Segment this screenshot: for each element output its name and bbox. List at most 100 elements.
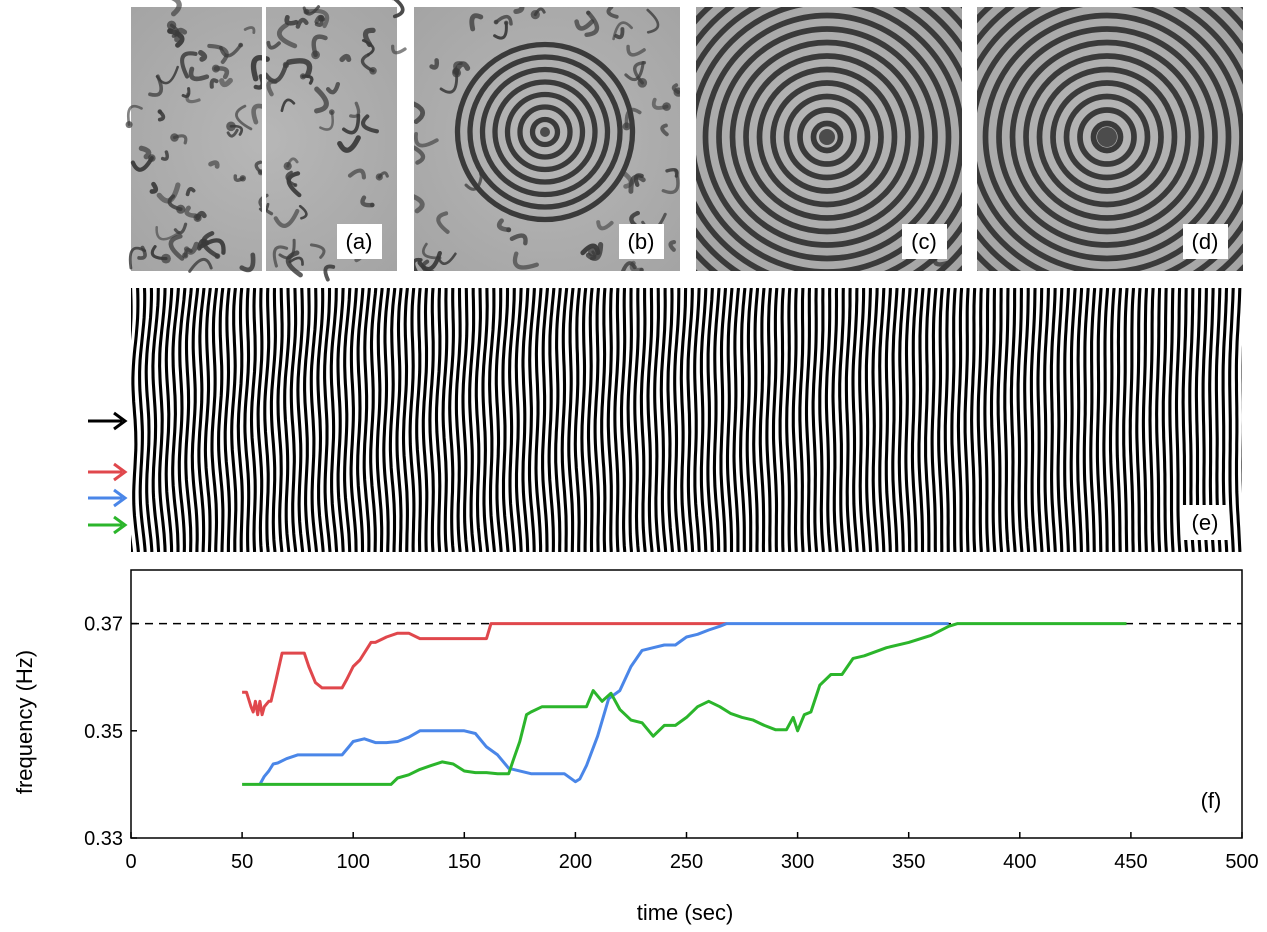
pattern-squiggle: [171, 0, 182, 17]
pattern-squiggle: [156, 182, 181, 204]
x-tick-label: 150: [448, 851, 481, 873]
spacetime-stripe: [283, 288, 291, 552]
target-ring: [810, 120, 844, 154]
spacetime-stripe: [263, 288, 271, 552]
spacetime-stripe: [1250, 288, 1254, 552]
spacetime-stripe: [1036, 288, 1044, 552]
spacetime-stripe: [937, 288, 944, 552]
pattern-squiggle: [304, 8, 330, 29]
spacetime-stripe: [508, 288, 517, 552]
spacetime-stripe: [514, 288, 523, 552]
pattern-spot: [226, 121, 236, 132]
spacetime-stripe: [296, 288, 305, 552]
spacetime-stripe: [943, 288, 951, 552]
pattern-squiggle: [180, 51, 198, 79]
spacetime-stripe: [177, 288, 187, 552]
pattern-squiggle: [219, 77, 233, 88]
spacetime-stripe: [699, 288, 708, 552]
spacetime-stripe: [468, 288, 476, 552]
pattern-squiggle: [208, 160, 220, 169]
spacetime-stripe: [151, 288, 161, 552]
pattern-squiggle: [646, 8, 660, 34]
pattern-squiggle: [198, 238, 226, 255]
spacetime-stripe: [289, 288, 298, 552]
target-ring: [982, 12, 1232, 262]
spacetime-stripe: [1174, 288, 1182, 552]
spacetime-stripe: [336, 288, 345, 552]
spacetime-stripe: [131, 288, 134, 552]
pattern-squiggle: [286, 171, 302, 198]
pattern-spot: [283, 162, 292, 171]
spacetime-stripe: [878, 288, 886, 552]
pattern-spot: [157, 109, 163, 114]
pattern-squiggle: [414, 145, 426, 165]
spacetime-stripe: [454, 288, 462, 552]
spacetime-stripe: [1003, 288, 1010, 552]
spacetime-stripe: [1076, 288, 1084, 552]
spacetime-stripe: [521, 288, 530, 552]
spacetime-stripe: [158, 288, 167, 552]
target-ring: [1036, 66, 1178, 208]
panel-c-label: (c): [911, 229, 937, 254]
pattern-squiggle: [392, 0, 405, 19]
spacetime-stripe: [910, 288, 919, 552]
pattern-squiggle: [251, 103, 267, 125]
target-ring: [743, 53, 911, 221]
y-axis-label: frequency (Hz): [12, 650, 37, 794]
spacetime-stripe: [481, 288, 490, 552]
spacetime-stripe: [745, 288, 753, 552]
spacetime-stripe: [541, 288, 550, 552]
target-ring: [454, 41, 636, 223]
spacetime-stripe: [593, 288, 601, 552]
spacetime-stripe: [706, 288, 714, 552]
spacetime-stripe: [1108, 288, 1116, 552]
spacetime-stripe: [171, 288, 180, 552]
target-ring: [1009, 39, 1205, 235]
pattern-spot: [238, 42, 244, 48]
spacetime-stripe: [494, 288, 503, 552]
spacetime-stripe: [989, 288, 997, 552]
spacetime-stripe: [1135, 288, 1142, 552]
pattern-squiggle: [266, 40, 281, 50]
pattern-squiggle: [278, 238, 296, 260]
pattern-spot: [369, 67, 377, 75]
pattern-squiggle: [138, 145, 152, 160]
spacetime-stripe: [693, 288, 701, 552]
spacetime-stripe: [408, 288, 416, 552]
spacetime-stripe: [778, 288, 785, 552]
target-ring: [756, 66, 898, 208]
pattern-squiggle: [580, 243, 601, 256]
spacetime-stripe: [1155, 288, 1162, 552]
target-ring: [729, 39, 925, 235]
spacetime-stripe: [719, 288, 728, 552]
spacetime-stripe: [1082, 288, 1090, 552]
panel-e-background: [131, 288, 1242, 552]
pattern-squiggle: [436, 211, 450, 234]
spacetime-stripe: [659, 288, 668, 552]
pattern-squiggle: [273, 208, 300, 228]
spacetime-stripe: [824, 288, 832, 552]
spacetime-stripe: [1228, 288, 1235, 552]
pattern-squiggle: [414, 257, 423, 271]
spacetime-stripe: [190, 288, 200, 552]
spacetime-stripe: [249, 288, 257, 552]
arrow-green-icon: [88, 515, 128, 535]
arrow-blue-icon: [88, 488, 128, 508]
panel-a: (a): [125, 0, 407, 282]
pattern-spot: [282, 61, 290, 68]
spacetime-stripe: [131, 288, 140, 552]
spacetime-stripe: [144, 288, 154, 552]
spacetime-stripe: [970, 288, 977, 552]
spacetime-stripe: [798, 288, 805, 552]
target-ring: [467, 54, 623, 210]
target-ring: [479, 66, 611, 198]
pattern-spot: [375, 173, 383, 181]
series-line-2: [242, 622, 1127, 786]
spacetime-stripe: [897, 288, 906, 552]
pattern-squiggle: [277, 22, 298, 49]
target-rings-c: [696, 7, 962, 271]
pattern-squiggle: [280, 98, 296, 113]
pattern-squiggle: [207, 43, 229, 64]
target-rings-d: [977, 7, 1243, 271]
spacetime-stripe: [851, 288, 859, 552]
